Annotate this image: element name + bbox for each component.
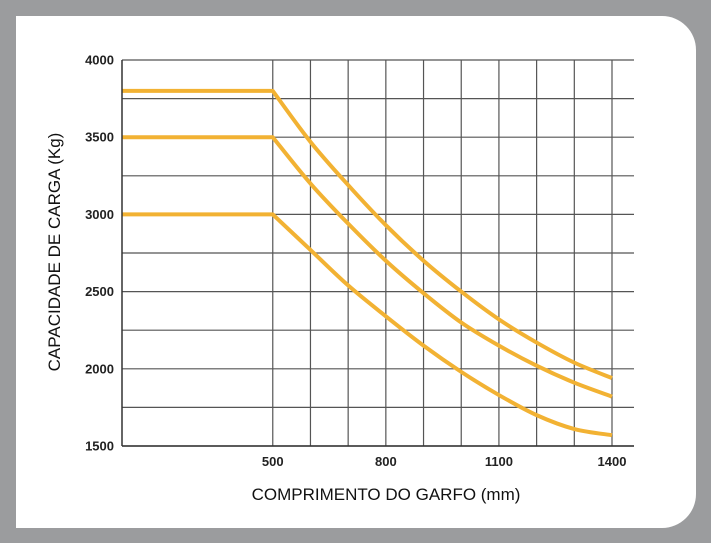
tick-labels: 1500 2000 2500 3000 3500 4000 500 800 1100 1400 <box>85 53 626 470</box>
y-tick-label: 4000 <box>85 53 114 68</box>
y-tick-label: 1500 <box>85 439 114 454</box>
y-tick-label: 3000 <box>85 207 114 222</box>
axes <box>121 60 634 447</box>
y-axis-title: CAPACIDADE DE CARGA (Kg) <box>45 133 64 372</box>
capacity-chart: 1500 2000 2500 3000 3500 4000 500 800 1100 1400 C… <box>45 53 634 504</box>
x-axis-title: COMPRIMENTO DO GARFO (mm) <box>252 485 521 504</box>
series-line-2 <box>122 135 613 399</box>
y-tick-label: 2500 <box>85 284 114 299</box>
x-tick-label: 1400 <box>598 454 627 469</box>
series-lines <box>122 88 613 438</box>
series-line-3 <box>122 212 613 438</box>
chart-card: 1500 2000 2500 3000 3500 4000 500 800 1100 1400 C… <box>16 16 696 528</box>
y-tick-label: 3500 <box>85 130 114 145</box>
x-tick-label: 800 <box>375 454 397 469</box>
x-tick-label: 1100 <box>485 454 513 469</box>
x-tick-label: 500 <box>262 454 284 469</box>
y-tick-label: 2000 <box>85 361 114 376</box>
series-line-1 <box>122 88 613 380</box>
